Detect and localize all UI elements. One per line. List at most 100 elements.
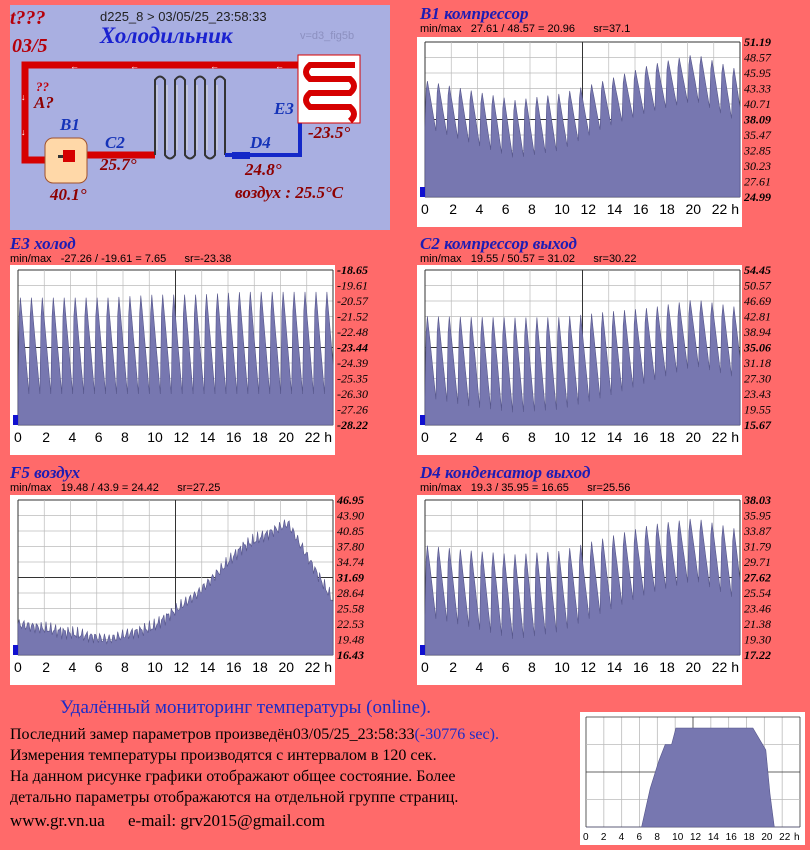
chart-title: D4 конденсатор выход [420,463,591,482]
y-tick-label: 35.47 [743,128,772,142]
chart-panel-b1: B1 компрессор min/max 27.61 / 48.57 = 20… [420,4,631,36]
x-tick-label: 12 [174,659,190,675]
x-tick-label: 0 [14,659,22,675]
x-tick-label: 6 [502,659,510,675]
svg-text:←: ← [210,61,219,71]
y-tick-label: 19.55 [744,403,771,417]
y-tick-label: 31.79 [743,540,771,554]
x-tick-label: 8 [528,659,536,675]
x-tick-label: 10 [554,429,570,445]
fridge-schematic-panel: ← ← ← ← ↓ ↓ t??? 03/5 d225_8 > 03/05/25_… [10,5,390,230]
x-tick-label: 14 [607,201,623,217]
y-tick-label: 38.09 [743,113,771,127]
d4-value: 24.8° [245,160,282,179]
y-tick-label: 40.85 [337,524,364,538]
d4-label: D4 [250,133,271,152]
y-tick-label: -27.26 [337,403,368,417]
x-tick-label: 20 [686,429,702,445]
y-tick-label: 25.58 [337,602,364,616]
y-tick-label: 46.69 [744,294,771,308]
y-tick-label: 31.18 [743,356,771,370]
y-tick-label: -19.61 [337,279,368,293]
x-tick-label: 22 h [305,429,332,445]
svg-text:↓: ↓ [21,92,26,102]
series-area [17,291,334,426]
x-tick-label: 14 [607,659,623,675]
x-tick-label: 20 [686,659,702,675]
y-tick-label: 38.94 [743,325,771,339]
x-tick-label: 0 [421,659,429,675]
x-tick-label: 14 [200,429,216,445]
svg-text:↓: ↓ [21,127,26,137]
x-tick-label: 0 [421,201,429,217]
x-tick-label: 12 [174,429,190,445]
chart-minmax: min/max -27.26 / -19.61 = 7.65 sr=-23.38 [10,253,232,265]
x-tick-label: 22 h [712,429,739,445]
mini-x-tick-label: 22 [779,832,791,843]
x-tick-label: 8 [121,429,129,445]
y-tick-label: 16.43 [337,648,364,662]
x-tick-label: 16 [633,429,649,445]
x-tick-label: 14 [200,659,216,675]
mini-x-tick-label: 10 [672,832,684,843]
chart-panel-f5: F5 воздух min/max 19.48 / 43.9 = 24.42 s… [10,463,220,495]
y-tick-label: -20.57 [337,294,369,308]
x-tick-label: 4 [476,429,484,445]
unknown-mark: ?? [36,79,49,94]
chart-panel-e3: E3 холод min/max -27.26 / -19.61 = 7.65 … [10,234,232,266]
last-measure-time: 03/05/25_23:58:33 [292,726,415,743]
chart-minmax: min/max 27.61 / 48.57 = 20.96 sr=37.1 [420,23,631,35]
email-link[interactable]: e-mail: grv2015@gmail.com [128,811,325,830]
x-tick-label: 20 [279,429,295,445]
x-tick-label: 18 [659,429,675,445]
x-tick-label: 14 [607,429,623,445]
x-tick-label: 12 [581,201,597,217]
footer-title: Удалённый мониторинг температуры (online… [60,697,432,718]
y-tick-label: -25.35 [337,372,368,386]
x-tick-label: 4 [476,659,484,675]
y-tick-label: 35.06 [743,341,771,355]
mini-x-tick-label: 20 [761,832,773,843]
mini-x-tick-label: 6 [637,832,643,843]
y-tick-label: 43.33 [744,82,771,96]
air-temperature: воздух : 25.5°C [235,183,344,202]
x-tick-label: 16 [633,659,649,675]
y-tick-label: 24.99 [743,190,771,204]
c2-value: 25.7° [100,155,137,174]
website-link[interactable]: www.gr.vn.ua [10,811,105,830]
y-tick-label: 42.81 [744,310,771,324]
y-tick-label: 46.95 [336,495,364,507]
series-area [17,519,334,656]
chart-panel-d4: D4 конденсатор выход min/max 19.3 / 35.9… [420,463,630,495]
y-tick-label: -22.48 [337,325,368,339]
page-title: Холодильник [100,23,233,48]
mini-activity-chart: 0 2 4 6 8 10 12 14 16 18 20 22 h [580,712,805,845]
mini-x-tick-label: 8 [654,832,660,843]
x-tick-label: 4 [69,659,77,675]
x-tick-label: 4 [476,201,484,217]
b1-value: 40.1° [50,185,87,204]
current-marker [420,187,425,197]
chart-title: F5 воздух [10,463,81,482]
current-marker [13,415,18,425]
y-tick-label: 48.57 [744,51,772,65]
chart-title: B1 компрессор [420,4,529,23]
series-area [424,55,741,198]
device-header: d225_8 > 03/05/25_23:58:33 [100,9,267,24]
x-tick-label: 18 [659,201,675,217]
y-tick-label: 32.85 [743,144,771,158]
y-tick-label: 27.62 [743,571,771,585]
mini-x-tick-label: h [794,832,800,843]
y-tick-label: 54.45 [744,265,771,277]
device-date-text: 03/5 [12,35,48,57]
chart-title: E3 холод [10,234,76,253]
last-measure-line: Последний замер параметров произведён03/… [10,726,499,744]
y-tick-label: 37.80 [336,540,364,554]
y-tick-label: 45.95 [744,66,771,80]
x-tick-label: 2 [449,429,457,445]
y-tick-label: 23.46 [744,602,771,616]
mini-x-tick-label: 16 [726,832,738,843]
y-tick-label: 40.71 [744,97,771,111]
